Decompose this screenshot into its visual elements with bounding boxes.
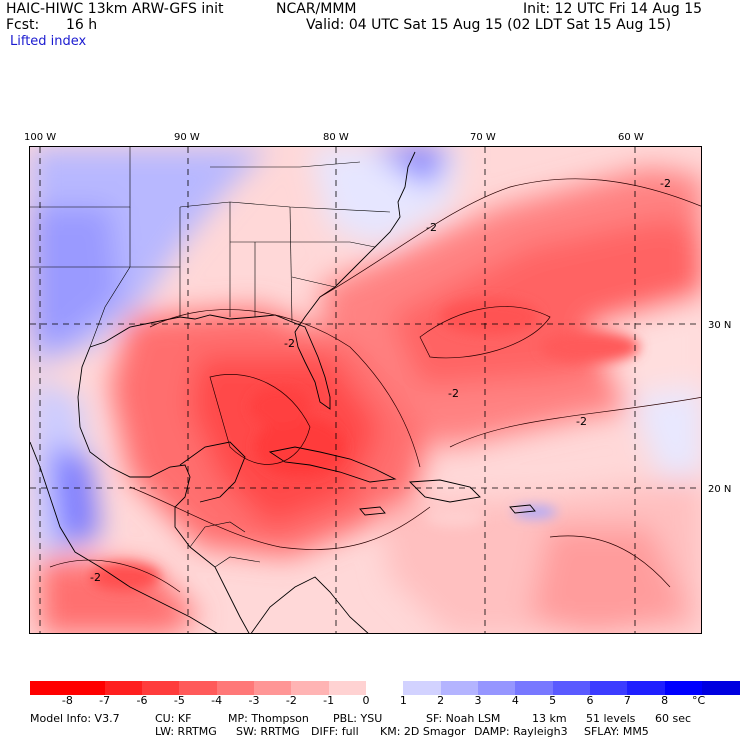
init-time: Init: 12 UTC Fri 14 Aug 15 bbox=[523, 1, 702, 17]
contour-label: -2 bbox=[90, 571, 101, 584]
footer-diff: DIFF: full bbox=[311, 725, 359, 738]
colorbar-swatch bbox=[105, 681, 143, 695]
colorbar-tick-label: -1 bbox=[323, 694, 334, 707]
colorbar-tick-label: -3 bbox=[249, 694, 260, 707]
colorbar bbox=[30, 681, 702, 695]
footer-resolution: 13 km bbox=[532, 712, 567, 725]
colorbar-tick-label: 5 bbox=[549, 694, 556, 707]
lon-label-60w: 60 W bbox=[618, 130, 644, 146]
colorbar-swatch bbox=[515, 681, 553, 695]
footer-levels: 51 levels bbox=[586, 712, 635, 725]
lat-label-30n: 30 N bbox=[708, 318, 731, 334]
colorbar-tick-label: 7 bbox=[624, 694, 631, 707]
lon-label-70w: 70 W bbox=[470, 130, 496, 146]
footer-km: KM: 2D Smagor bbox=[380, 725, 466, 738]
valid-time: Valid: 04 UTC Sat 15 Aug 15 (02 LDT Sat … bbox=[306, 17, 671, 33]
colorbar-tick-label: -8 bbox=[62, 694, 73, 707]
footer-timestep: 60 sec bbox=[655, 712, 691, 725]
colorbar-swatch bbox=[665, 681, 703, 695]
colorbar-swatch bbox=[291, 681, 329, 695]
colorbar-swatch bbox=[702, 681, 740, 695]
colorbar-tick-label: 1 bbox=[400, 694, 407, 707]
colorbar-swatch bbox=[67, 681, 105, 695]
colorbar-swatch bbox=[179, 681, 217, 695]
footer-model-info: Model Info: V3.7 bbox=[30, 712, 120, 725]
contour-label: -2 bbox=[660, 177, 671, 190]
footer-sf: SF: Noah LSM bbox=[426, 712, 500, 725]
model-title: HAIC-HIWC 13km ARW-GFS init bbox=[6, 1, 224, 17]
lon-label-100w: 100 W bbox=[24, 130, 56, 146]
colorbar-swatch bbox=[403, 681, 441, 695]
map-canvas bbox=[30, 147, 702, 634]
colorbar-swatch bbox=[441, 681, 479, 695]
footer-pbl: PBL: YSU bbox=[333, 712, 382, 725]
colorbar-unit: °C bbox=[692, 694, 705, 707]
colorbar-swatch bbox=[627, 681, 665, 695]
colorbar-tick-label: -2 bbox=[286, 694, 297, 707]
lon-label-90w: 90 W bbox=[174, 130, 200, 146]
colorbar-tick-label: 2 bbox=[437, 694, 444, 707]
field-name: Lifted index bbox=[10, 34, 86, 50]
lon-label-80w: 80 W bbox=[323, 130, 349, 146]
colorbar-swatch bbox=[30, 681, 68, 695]
colorbar-tick-label: 0 bbox=[363, 694, 370, 707]
colorbar-tick-label: -6 bbox=[137, 694, 148, 707]
colorbar-swatch bbox=[142, 681, 180, 695]
forecast-label: Fcst: bbox=[6, 17, 39, 33]
colorbar-tick-label: -4 bbox=[211, 694, 222, 707]
colorbar-swatch bbox=[329, 681, 367, 695]
contour-label: -2 bbox=[448, 387, 459, 400]
footer-sflay: SFLAY: MM5 bbox=[584, 725, 649, 738]
colorbar-tick-label: 8 bbox=[661, 694, 668, 707]
colorbar-swatch bbox=[254, 681, 292, 695]
colorbar-swatch bbox=[217, 681, 255, 695]
colorbar-swatch bbox=[590, 681, 628, 695]
colorbar-tick-label: 6 bbox=[587, 694, 594, 707]
colorbar-tick-label: -7 bbox=[99, 694, 110, 707]
colorbar-tick-label: 3 bbox=[475, 694, 482, 707]
footer-mp: MP: Thompson bbox=[228, 712, 309, 725]
contour-label: -2 bbox=[576, 415, 587, 428]
forecast-hour: 16 h bbox=[66, 17, 97, 33]
lat-label-20n: 20 N bbox=[708, 482, 731, 498]
colorbar-tick-label: 4 bbox=[512, 694, 519, 707]
contour-label: -2 bbox=[284, 337, 295, 350]
organization-label: NCAR/MMM bbox=[276, 1, 357, 17]
footer-damp: DAMP: Rayleigh3 bbox=[474, 725, 568, 738]
colorbar-tick-label: -5 bbox=[174, 694, 185, 707]
lifted-index-map: -2 -2 -2 -2 -2 -2 bbox=[29, 146, 702, 634]
footer-cu: CU: KF bbox=[155, 712, 191, 725]
colorbar-swatch bbox=[553, 681, 591, 695]
colorbar-swatch bbox=[366, 681, 404, 695]
contour-label: -2 bbox=[426, 221, 437, 234]
footer-sw: SW: RRTMG bbox=[236, 725, 300, 738]
footer-lw: LW: RRTMG bbox=[155, 725, 217, 738]
colorbar-swatch bbox=[478, 681, 516, 695]
